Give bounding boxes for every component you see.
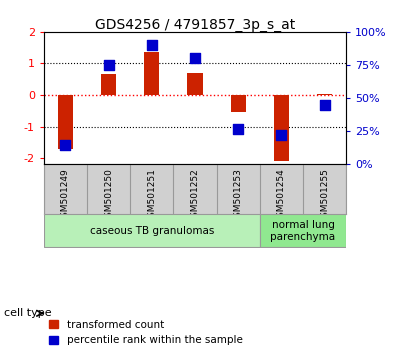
Text: normal lung
parenchyma: normal lung parenchyma [271, 220, 336, 241]
Text: GSM501253: GSM501253 [234, 169, 243, 223]
Point [278, 132, 285, 138]
Text: GDS4256 / 4791857_3p_s_at: GDS4256 / 4791857_3p_s_at [95, 18, 295, 32]
Point [235, 126, 242, 131]
Text: GSM501254: GSM501254 [277, 169, 286, 223]
Legend: transformed count, percentile rank within the sample: transformed count, percentile rank withi… [49, 320, 242, 345]
Bar [260, 215, 346, 247]
Point [192, 56, 198, 61]
Bar [58, 95, 73, 149]
Bar [274, 95, 289, 161]
Bar [187, 73, 203, 95]
Point [322, 102, 328, 108]
Text: GSM501249: GSM501249 [61, 169, 70, 223]
Bar [44, 215, 260, 247]
Bar [231, 95, 246, 112]
Text: caseous TB granulomas: caseous TB granulomas [90, 226, 214, 236]
Point [148, 42, 155, 48]
Text: GSM501252: GSM501252 [191, 169, 199, 223]
Text: GSM501250: GSM501250 [104, 169, 113, 223]
Text: cell type: cell type [4, 308, 52, 318]
Bar [101, 74, 116, 95]
Text: GSM501251: GSM501251 [147, 169, 156, 223]
Point [105, 62, 112, 68]
Text: GSM501255: GSM501255 [320, 169, 329, 223]
Point [62, 142, 68, 147]
Bar [144, 52, 159, 95]
